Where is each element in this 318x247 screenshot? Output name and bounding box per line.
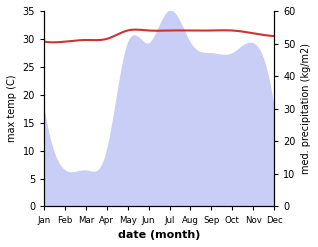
- X-axis label: date (month): date (month): [118, 230, 200, 240]
- Y-axis label: med. precipitation (kg/m2): med. precipitation (kg/m2): [301, 43, 311, 174]
- Y-axis label: max temp (C): max temp (C): [7, 75, 17, 143]
